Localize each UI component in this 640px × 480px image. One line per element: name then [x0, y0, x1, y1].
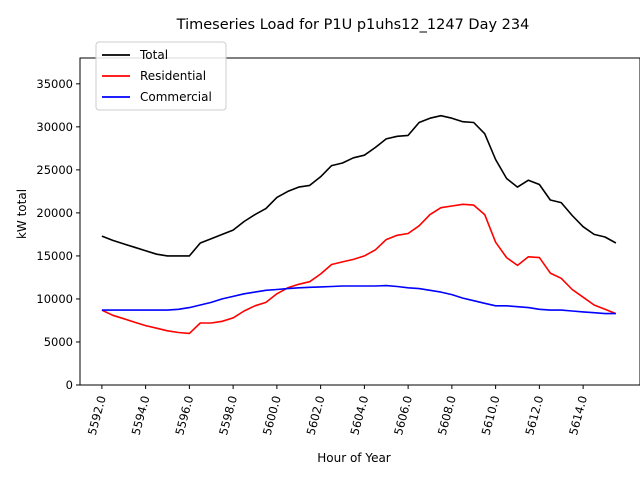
legend-label-residential: Residential	[140, 69, 206, 83]
series-line-total	[101, 114, 617, 257]
y-axis-label: kW total	[15, 189, 29, 239]
y-tick-label: 0	[66, 378, 73, 392]
y-tick-label: 20000	[36, 206, 73, 220]
y-tick-label: 35000	[36, 77, 73, 91]
chart-title: Timeseries Load for P1U p1uhs12_1247 Day…	[176, 17, 530, 33]
series-layer	[101, 114, 617, 335]
legend-box	[95, 41, 227, 111]
series-line-residential	[101, 203, 617, 335]
y-tick-label: 25000	[36, 163, 73, 177]
y-tick-label: 30000	[36, 120, 73, 134]
y-axis-ticks: 0 5000 10000 15000 20000 25000 30000 35000	[36, 77, 80, 392]
y-tick-label: 10000	[36, 292, 73, 306]
y-tick-label: 15000	[36, 249, 73, 263]
plot-frame	[79, 57, 640, 386]
series-line-commercial	[101, 284, 616, 315]
legend-label-commercial: Commercial	[140, 90, 212, 104]
legend: Total Residential Commercial	[95, 41, 227, 111]
legend-label-total: Total	[139, 48, 168, 62]
y-tick-label: 5000	[44, 335, 73, 349]
x-axis-label: Hour of Year	[317, 451, 391, 465]
